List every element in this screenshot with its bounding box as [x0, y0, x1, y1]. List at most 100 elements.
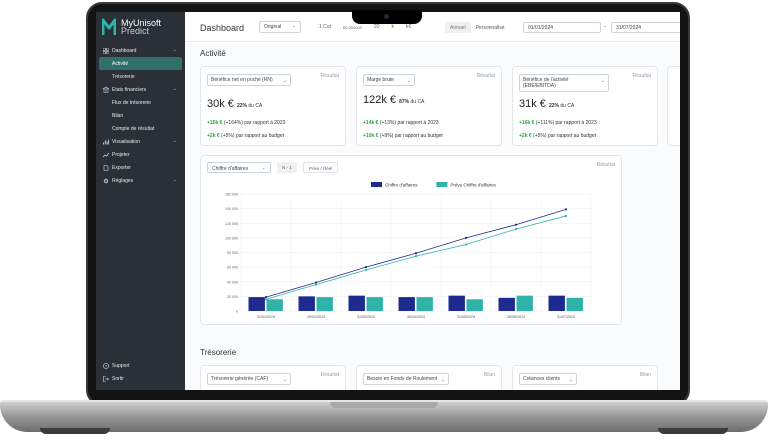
sidebar: MyUnisoft Predict Dashboard ⌄ Activité T…	[96, 12, 185, 390]
kpi-amount: 122k €	[363, 94, 397, 106]
sidebar-item-projeter[interactable]: Projeter	[96, 148, 185, 161]
period-mode-toggle: Annuel Personnalisé	[445, 22, 509, 33]
kpi-delta: +16k €	[519, 120, 535, 126]
toolbar-item[interactable]: €0.000000	[342, 24, 362, 30]
sidebar-item-support[interactable]: ? Support	[96, 359, 185, 372]
sidebar-item-reglages[interactable]: Réglages ⌄	[96, 174, 185, 187]
chart-point	[314, 281, 318, 284]
sidebar-item-exporter[interactable]: Exporter	[96, 161, 185, 174]
date-from-value: 01/01/2024	[528, 24, 554, 31]
kpi-delta-text: (+164%) par rapport à 2023	[223, 120, 286, 126]
sidebar-item-label: Trésorerie	[112, 73, 135, 80]
date-to-input[interactable]: 31/07/2024	[611, 22, 680, 33]
sidebar-item-compte-de-resultat[interactable]: Compte de résultat	[96, 122, 185, 135]
sidebar-item-visualisation[interactable]: Visualisation ⌄	[96, 135, 185, 148]
sidebar-item-label: Activité	[112, 60, 129, 67]
chart-point	[464, 243, 468, 246]
kpi-ratio: 87% du CA	[399, 99, 424, 105]
kpi-ratio-value: 87%	[399, 99, 410, 105]
trend-icon	[103, 152, 109, 157]
sidebar-item-activite[interactable]: Activité	[99, 57, 182, 70]
chart-bar	[516, 295, 533, 311]
chart-point	[514, 228, 518, 231]
kpi-delta-text: (+9%) par rapport au budget	[379, 133, 443, 139]
chevron-down-icon: ⌄	[261, 165, 266, 171]
date-from-input[interactable]: 01/01/2024	[523, 22, 601, 33]
version-select[interactable]: Original ⌄	[259, 21, 301, 33]
toolbar-item[interactable]: k€	[405, 24, 412, 30]
sidebar-footer: ? Support Sortir	[96, 359, 185, 385]
sidebar-item-tresorerie[interactable]: Trésorerie	[96, 70, 185, 83]
kpi-select[interactable]: Créances clients ⌄	[519, 373, 577, 385]
x-tick-label: 29/02/2024	[307, 315, 325, 319]
chip-n-minus-1[interactable]: N - 1	[277, 162, 297, 173]
kpi-select-value: Besoin en Fonds de Roulement	[367, 376, 438, 382]
legend-swatch	[371, 182, 382, 187]
chart-point	[414, 255, 418, 258]
brand-name: MyUnisoft	[121, 18, 162, 28]
kpi-value: 122k € 87% du CA	[363, 94, 424, 106]
sidebar-item-sortir[interactable]: Sortir	[96, 372, 185, 385]
period-mode-annuel[interactable]: Annuel	[445, 22, 471, 33]
sidebar-item-bilan[interactable]: Bilan	[96, 109, 185, 122]
kpi-card-benefice-net: Bénéfice net en poche (RN) ⌄ Résultat 30…	[200, 66, 346, 146]
section-title-tresorerie: Trésorerie	[200, 348, 237, 357]
kpi-select[interactable]: Marge brute ⌄	[363, 74, 415, 86]
export-icon	[103, 164, 109, 171]
kpi-ratio: 22% du CA	[237, 103, 262, 109]
sidebar-item-etats-financiers[interactable]: Etats financiers ⌄	[96, 83, 185, 96]
y-tick-label: 160 000	[225, 193, 238, 197]
toolbar-item[interactable]: k	[391, 24, 394, 30]
card-tag: Résultat	[596, 162, 615, 168]
sidebar-item-label: Support	[112, 362, 130, 369]
y-tick-label: 40 000	[227, 280, 238, 284]
sidebar-item-label: Dashboard	[112, 47, 137, 54]
x-tick-label: 31/07/2024	[557, 315, 575, 319]
kpi-comparison-budget: +2k € (+5%) par rapport au budget	[207, 133, 284, 139]
y-tick-label: 120 000	[225, 222, 238, 226]
toolbar-item[interactable]: 1 Cut	[319, 24, 331, 30]
kpi-card-ebe-ebitda: Bénéfice de l'activité (EBE/EBITDA) ⌄ Ré…	[512, 66, 658, 146]
legend-label: Prévu Chiffre d'affaires	[450, 182, 496, 187]
chevron-down-icon: ⌄	[172, 177, 177, 183]
chart-metric-select[interactable]: Chiffre d'affaires ⌄	[207, 162, 271, 173]
sidebar-item-flux-de-tresorerie[interactable]: Flux de trésorerie	[96, 96, 185, 109]
date-to-value: 31/07/2024	[616, 24, 642, 31]
kpi-value: 30k € 22% du CA	[207, 98, 262, 110]
y-tick-label: 140 000	[225, 207, 238, 211]
chip-previ-reel[interactable]: Prévi / Réel	[303, 162, 339, 173]
chart-bar	[466, 299, 483, 311]
kpi-ratio-suffix: du CA	[410, 99, 425, 105]
kpi-select[interactable]: Besoin en Fonds de Roulement ⌄	[363, 373, 449, 385]
svg-text:?: ?	[105, 363, 108, 368]
chevron-down-icon: ⌄	[282, 377, 287, 383]
kpi-select[interactable]: Bénéfice net en poche (RN) ⌄	[207, 74, 291, 86]
app-logo[interactable]: MyUnisoft Predict	[102, 18, 161, 36]
chart-point	[564, 214, 568, 218]
period-mode-personnalise[interactable]: Personnalisé	[475, 25, 505, 31]
legend-swatch	[436, 182, 448, 187]
chart-bar	[298, 296, 315, 311]
chevron-down-icon: ⌄	[291, 23, 296, 29]
bank-icon	[103, 86, 109, 93]
kpi-select-value: Bénéfice de l'activité (EBE/EBITDA)	[523, 77, 569, 89]
chevron-down-icon: ⌄	[172, 47, 177, 53]
kpi-comparison-budget: +10k € (+9%) par rapport au budget	[363, 133, 443, 139]
grid-icon	[103, 47, 109, 54]
kpi-ratio-value: 22%	[236, 103, 247, 109]
chart-bar	[366, 297, 383, 311]
sidebar-item-dashboard[interactable]: Dashboard ⌄	[96, 44, 185, 57]
kpi-select[interactable]: Bénéfice de l'activité (EBE/EBITDA) ⌄	[519, 74, 609, 92]
toolbar-hidden-controls: 1 Cut €0.000000 20 k k€	[305, 20, 411, 34]
chart-card-chiffre-affaires: Chiffre d'affaires ⌄ N - 1 Prévi / Réel …	[200, 155, 622, 325]
kpi-select-value: Trésorerie générée (CAF)	[211, 376, 269, 382]
card-tag: Résultat	[320, 372, 339, 378]
kpi-select[interactable]: Trésorerie générée (CAF) ⌄	[207, 373, 291, 385]
y-tick-label: 100 000	[225, 236, 238, 240]
section-title-activite: Activité	[200, 49, 226, 58]
gear-icon	[103, 178, 109, 183]
kpi-comparison-prev-year: +15k € (+164%) par rapport à 2023	[207, 120, 285, 126]
chevron-down-icon: ⌄	[406, 78, 411, 84]
chevron-down-icon: ⌄	[282, 78, 287, 84]
toolbar-item[interactable]: 20	[373, 24, 380, 30]
